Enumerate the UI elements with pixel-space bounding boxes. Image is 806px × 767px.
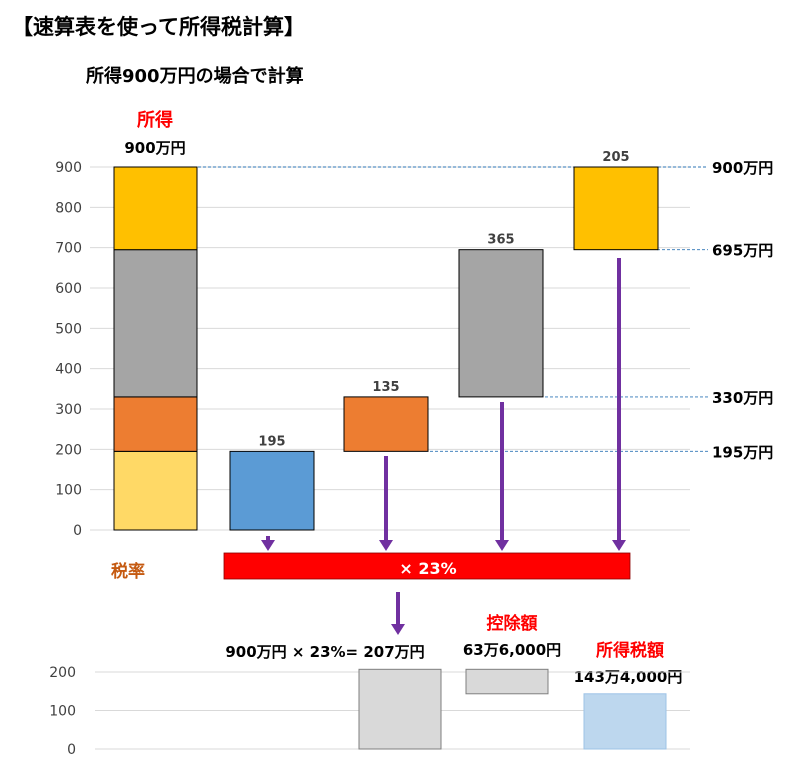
arrows: [261, 258, 626, 635]
bottom-bar: [465, 668, 549, 695]
stacked-segment: [113, 396, 198, 452]
stacked-segment: [113, 450, 198, 531]
deduction-label: 控除額: [487, 613, 538, 634]
bottom-bar: [358, 668, 442, 750]
y-tick-label: 500: [55, 321, 82, 337]
arrow-head: [495, 540, 509, 551]
bar-data-label: 365: [487, 233, 514, 248]
y-tick-label: 700: [55, 241, 82, 257]
income-label: 所得: [137, 109, 173, 131]
y-tick-label: 800: [55, 200, 82, 216]
bar-data-label: 135: [372, 380, 399, 395]
y-tick-label: 300: [55, 402, 82, 418]
bottom-chart-bars: [358, 668, 667, 750]
y-tick-label: 0: [73, 523, 82, 539]
stacked-segment: [113, 249, 198, 398]
y-tick-label: 400: [55, 362, 82, 378]
stacked-segment: [113, 166, 198, 251]
calculation-text: 900万円 × 23%= 207万円: [225, 643, 424, 661]
reference-label: 195万円: [712, 443, 773, 461]
income-tax-label: 所得税額: [596, 640, 664, 661]
reference-label: 900万円: [712, 159, 773, 177]
arrow-head: [612, 540, 626, 551]
tax-rate-label: 税率: [111, 561, 145, 582]
floating-bar: [458, 249, 544, 398]
y-tick-label: 100: [49, 704, 76, 720]
y-tick-label: 900: [55, 160, 82, 176]
top-chart-y-axis: 0 100 200 300 400 500 600 700 800 900: [55, 160, 82, 539]
bar-data-label: 205: [602, 150, 629, 165]
income-tax-value: 143万4,000円: [574, 668, 683, 686]
bottom-bar: [583, 693, 667, 750]
tax-rate-bar-text: × 23%: [399, 559, 456, 578]
y-tick-label: 0: [67, 742, 76, 758]
y-tick-label: 200: [55, 442, 82, 458]
income-value-label: 900万円: [124, 139, 185, 157]
chart-subtitle: 所得900万円の場合で計算: [86, 65, 304, 87]
deduction-value: 63万6,000円: [463, 641, 561, 659]
floating-bar: [573, 166, 659, 251]
arrow-head: [391, 624, 405, 635]
reference-lines: 900万円 695万円 330万円 195万円: [198, 159, 773, 461]
floating-bar: [229, 450, 315, 531]
reference-label: 330万円: [712, 389, 773, 407]
y-tick-label: 200: [49, 665, 76, 681]
bottom-chart-y-axis: 0 100 200: [49, 665, 76, 758]
reference-label: 695万円: [712, 242, 773, 260]
bar-data-label: 195: [258, 434, 285, 449]
y-tick-label: 600: [55, 281, 82, 297]
page-title: 【速算表を使って所得税計算】: [12, 15, 305, 39]
arrow-head: [379, 540, 393, 551]
tax-rate-bar: [223, 552, 631, 580]
floating-bar: [343, 396, 429, 452]
arrow-head: [261, 540, 275, 551]
y-tick-label: 100: [55, 483, 82, 499]
top-chart-bars: 195 135 365 205: [113, 150, 659, 531]
